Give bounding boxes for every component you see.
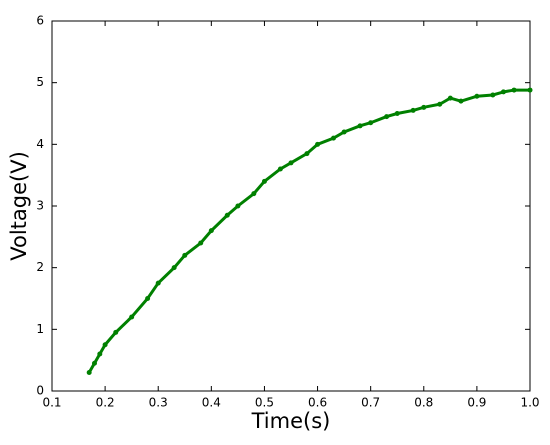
data-point [86, 370, 92, 375]
data-point [527, 87, 533, 93]
y-tick-label: 4 [36, 137, 44, 151]
x-tick-label: 0.5 [255, 396, 274, 410]
data-point [145, 296, 151, 301]
data-point [315, 141, 321, 147]
data-point [474, 93, 480, 99]
data-point [198, 240, 204, 246]
data-point [171, 265, 177, 271]
x-tick-label: 0.9 [467, 396, 486, 410]
x-tick-label: 0.8 [414, 396, 433, 410]
data-point [129, 314, 135, 320]
plot-frame [51, 20, 531, 392]
x-tick-label: 0.4 [202, 396, 221, 410]
y-tick-label: 2 [36, 260, 44, 274]
x-tick-label: 0.6 [308, 396, 327, 410]
data-point [500, 89, 506, 95]
y-tick-label: 5 [36, 75, 44, 89]
y-tick-label: 0 [36, 384, 44, 398]
y-tick-label: 3 [36, 199, 44, 213]
x-tick-label: 0.3 [149, 396, 168, 410]
data-point [155, 280, 161, 286]
data-point [182, 252, 188, 258]
x-tick-label: 0.1 [42, 396, 61, 410]
data-point [97, 351, 103, 357]
data-point [394, 111, 400, 116]
data-point [208, 228, 214, 234]
data-point [261, 178, 267, 184]
data-point [330, 135, 336, 141]
x-tick-label: 1.0 [520, 396, 539, 410]
data-point [421, 104, 427, 110]
data-point [357, 123, 363, 129]
data-point [511, 87, 517, 93]
x-tick-label: 0.7 [361, 396, 380, 410]
data-point [235, 203, 241, 209]
y-tick-label: 1 [36, 322, 44, 336]
data-point [251, 191, 257, 197]
x-axis-label: Time(s) [251, 409, 331, 433]
data-point [490, 92, 496, 98]
data-point [458, 98, 464, 104]
data-point [368, 120, 374, 126]
data-point [341, 129, 347, 135]
data-point [304, 151, 310, 157]
data-point [113, 329, 119, 335]
data-point [224, 212, 230, 218]
data-point [91, 360, 97, 366]
x-tick-label: 0.2 [96, 396, 115, 410]
y-axis-label: Voltage(V) [7, 151, 31, 261]
data-point [102, 342, 108, 348]
data-point [384, 114, 390, 120]
y-tick-label: 6 [36, 14, 44, 28]
data-point [447, 95, 453, 101]
data-point [277, 166, 283, 172]
data-point [410, 107, 416, 113]
data-point [288, 160, 294, 166]
data-point [437, 101, 443, 107]
